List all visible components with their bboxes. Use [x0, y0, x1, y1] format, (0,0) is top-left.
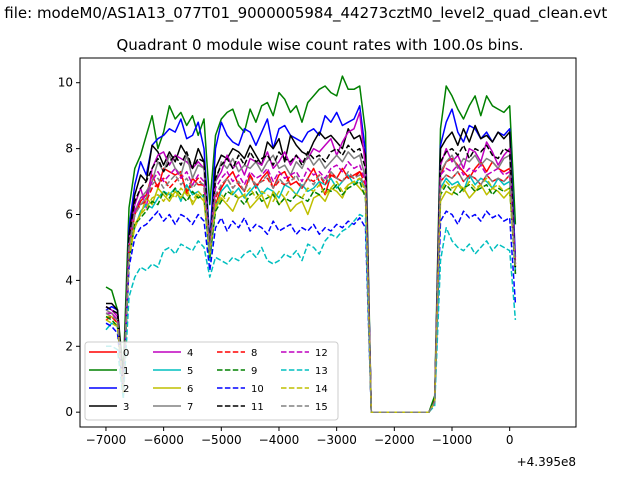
legend-label-6: 6 — [187, 384, 193, 395]
y-tick-label: 2 — [65, 339, 73, 353]
legend-label-1: 1 — [123, 366, 129, 377]
x-tick-label: −1000 — [432, 433, 473, 447]
y-tick-label: 10 — [58, 76, 73, 90]
series-line-3 — [106, 124, 517, 413]
series-line-11 — [105, 144, 517, 413]
legend-label-5: 5 — [187, 366, 193, 377]
legend-label-9: 9 — [251, 366, 257, 377]
legend-label-2: 2 — [123, 384, 129, 395]
series-line-15 — [105, 170, 517, 413]
x-tick-label: −5000 — [201, 433, 242, 447]
series-line-14 — [105, 177, 517, 413]
x-tick-label: −4000 — [259, 433, 300, 447]
series-line-1 — [105, 75, 517, 413]
x-tick-label: −7000 — [86, 433, 127, 447]
y-tick-label: 8 — [65, 142, 73, 156]
x-tick-label: −2000 — [374, 433, 415, 447]
y-tick-label: 4 — [65, 273, 73, 287]
legend-label-4: 4 — [187, 348, 193, 359]
legend-label-11: 11 — [251, 402, 264, 413]
legend-label-15: 15 — [315, 402, 328, 413]
legend-label-7: 7 — [187, 402, 193, 413]
x-tick-label: −3000 — [316, 433, 357, 447]
series-line-10 — [105, 210, 517, 413]
plot-frame — [79, 57, 577, 428]
series-line-13 — [106, 213, 517, 413]
legend-label-13: 13 — [315, 366, 328, 377]
y-tick-label: 6 — [65, 207, 73, 221]
x-tick-label: −6000 — [143, 433, 184, 447]
series-line-2 — [105, 105, 517, 413]
chart-title: Quadrant 0 module wise count rates with … — [116, 36, 524, 54]
series-line-7 — [105, 151, 517, 413]
legend-label-8: 8 — [251, 348, 257, 359]
legend-box — [84, 341, 339, 421]
series-line-9 — [105, 180, 517, 413]
x-offset-label: +4.395e8 — [517, 455, 576, 469]
legend-label-0: 0 — [123, 348, 129, 359]
legend-label-12: 12 — [315, 348, 328, 359]
y-tick-label: 0 — [65, 405, 73, 419]
x-axis: −7000 −6000 −5000 −4000 −3000 −2000 −1000 0 — [86, 427, 514, 447]
series-line-6 — [106, 180, 517, 413]
y-axis: 0 2 4 6 8 10 — [58, 76, 80, 419]
legend-label-3: 3 — [123, 402, 129, 413]
series-layer — [105, 75, 517, 413]
x-tick-label: 0 — [506, 433, 514, 447]
legend-label-10: 10 — [251, 384, 264, 395]
series-line-8 — [105, 170, 517, 413]
series-line-12 — [106, 161, 517, 413]
figure-suptitle: n file: modeM0/AS1A13_077T01_9000005984_… — [0, 4, 608, 22]
legend-label-14: 14 — [315, 384, 328, 395]
